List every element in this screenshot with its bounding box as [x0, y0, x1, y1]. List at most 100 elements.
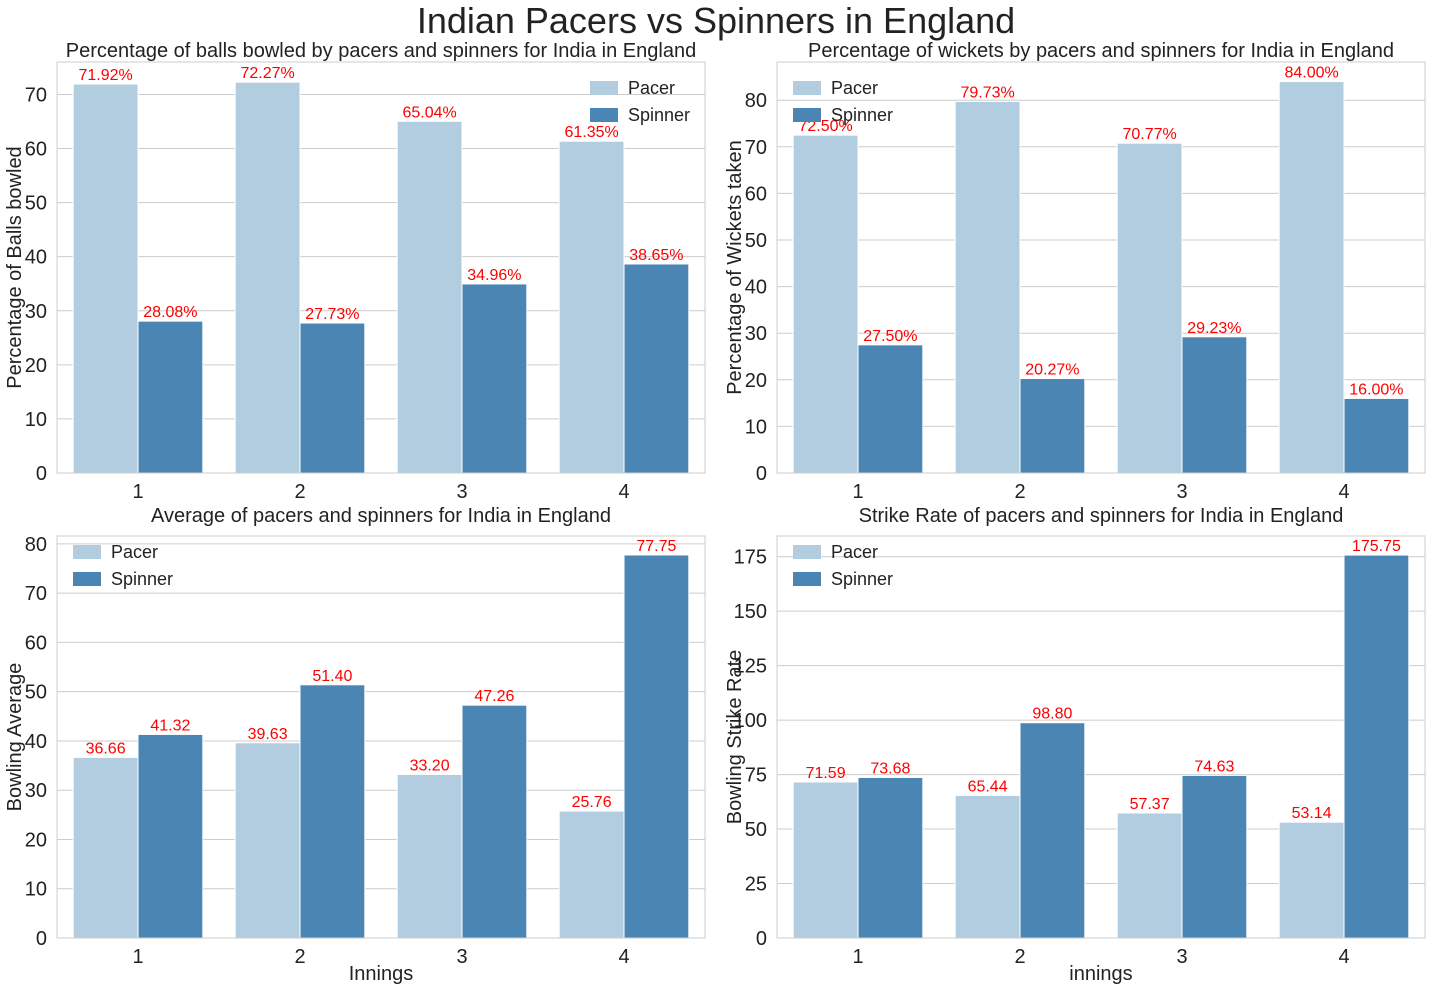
y-tick-label: 70: [745, 137, 767, 159]
bar-value-label: 84.00%: [1284, 65, 1338, 82]
bar-value-label: 27.50%: [863, 328, 917, 345]
bar-value-label: 77.75: [636, 538, 676, 555]
bar-value-label: 70.77%: [1122, 126, 1176, 143]
bar-pacer-4: [1278, 821, 1345, 939]
y-axis-label: Bowling Strike Rate: [724, 650, 746, 825]
y-tick-label: 80: [745, 90, 767, 112]
y-tick-label: 0: [756, 928, 767, 950]
bar-value-label: 61.35%: [564, 124, 618, 141]
chart-panel-1: 0 10 20 30 40 50 60 70 71.92% 72.27% 65.04% 61.35% 2…: [4, 40, 706, 503]
legend-label-spinner: Spinner: [111, 569, 173, 589]
legend-label-spinner: Spinner: [628, 105, 690, 125]
legend-label-spinner: Spinner: [831, 569, 893, 589]
bar-value-label: 98.80: [1032, 706, 1072, 723]
y-axis-label: Bowling Average: [4, 663, 26, 812]
legend: Pacer Spinner: [793, 542, 893, 589]
y-tick-label: 0: [36, 463, 47, 485]
x-tick-label: 1: [852, 481, 863, 503]
y-tick-label: 80: [25, 534, 47, 556]
bar-spinner-3: [461, 283, 528, 474]
legend-label-spinner: Spinner: [831, 105, 893, 125]
y-tick-label: 60: [25, 632, 47, 654]
bar-spinner-3: [1181, 774, 1248, 939]
bar-spinner-3: [1181, 336, 1248, 474]
y-tick-label: 40: [745, 277, 767, 299]
bar-pacer-2: [954, 100, 1021, 474]
bar-value-label: 79.73%: [960, 84, 1014, 101]
bar-pacer-2: [234, 81, 301, 474]
bar-spinner-4: [1343, 397, 1410, 474]
bar-pacer-3: [1116, 812, 1183, 939]
bar-value-label: 25.76: [572, 794, 612, 811]
legend: Pacer Spinner: [793, 78, 893, 125]
y-tick-label: 0: [36, 928, 47, 950]
legend-swatch-pacer: [793, 81, 821, 95]
bar-pacer-3: [396, 773, 463, 939]
legend: Pacer Spinner: [590, 78, 690, 125]
bar-pacer-3: [396, 120, 463, 474]
bar-value-label: 57.37: [1130, 796, 1170, 813]
bar-value-label: 51.40: [312, 668, 352, 685]
x-tick-label: 4: [618, 481, 629, 503]
bar-spinner-4: [623, 554, 690, 939]
bar-pacer-4: [558, 810, 625, 939]
y-tick-label: 20: [745, 370, 767, 392]
chart-title: Percentage of balls bowled by pacers and…: [66, 40, 696, 62]
x-tick-label: 2: [294, 946, 305, 968]
y-tick-label: 60: [25, 139, 47, 161]
bar-value-label: 28.08%: [143, 304, 197, 321]
axes-frame: [776, 535, 1426, 939]
y-tick-label: 10: [745, 416, 767, 438]
y-tick-label: 50: [25, 682, 47, 704]
bar-spinner-3: [461, 704, 528, 939]
x-tick-label: 2: [1014, 481, 1025, 503]
legend-swatch-spinner: [73, 572, 101, 586]
y-tick-label: 10: [25, 409, 47, 431]
bar-value-label: 65.44: [968, 778, 1008, 795]
y-tick-label: 40: [25, 731, 47, 753]
x-tick-label: 4: [1338, 946, 1349, 968]
bar-spinner-1: [857, 776, 924, 939]
bar-value-label: 71.59: [806, 765, 846, 782]
x-tick-label: 2: [1014, 946, 1025, 968]
chart-title: Strike Rate of pacers and spinners for I…: [859, 505, 1344, 527]
bar-pacer-2: [234, 742, 301, 939]
y-tick-label: 125: [734, 656, 767, 678]
legend-label-pacer: Pacer: [628, 78, 675, 98]
bar-value-label: 175.75: [1352, 538, 1401, 555]
y-tick-label: 20: [25, 355, 47, 377]
bar-value-label: 36.66: [86, 740, 126, 757]
chart-panel-2: 0 10 20 30 40 50 60 70 80 72.50% 79.73% 70.77% 84.00…: [724, 40, 1426, 503]
legend-swatch-pacer: [590, 81, 618, 95]
chart-title: Average of pacers and spinners for India…: [151, 505, 611, 527]
y-tick-label: 30: [25, 780, 47, 802]
x-axis-label: Innings: [349, 963, 414, 985]
x-tick-label: 1: [132, 946, 143, 968]
bar-spinner-1: [857, 344, 924, 474]
legend-swatch-spinner: [793, 108, 821, 122]
y-tick-label: 10: [25, 879, 47, 901]
y-tick-label: 0: [756, 463, 767, 485]
x-tick-label: 3: [1176, 481, 1187, 503]
legend-swatch-pacer: [793, 545, 821, 559]
bar-value-label: 16.00%: [1349, 381, 1403, 398]
bar-pacer-1: [72, 83, 139, 474]
y-tick-label: 50: [25, 193, 47, 215]
legend-swatch-pacer: [73, 545, 101, 559]
x-tick-label: 3: [456, 481, 467, 503]
bar-pacer-2: [954, 794, 1021, 939]
bar-pacer-3: [1116, 142, 1183, 474]
bar-value-label: 38.65%: [629, 247, 683, 264]
bar-value-label: 53.14: [1292, 805, 1332, 822]
y-tick-label: 30: [25, 301, 47, 323]
bar-pacer-4: [558, 140, 625, 474]
y-tick-label: 70: [25, 583, 47, 605]
chart-panel-3: 0 10 20 30 40 50 60 70 80 36.66 39.63 33.20 25.76 41.…: [4, 505, 706, 985]
x-tick-label: 4: [618, 946, 629, 968]
x-tick-label: 1: [852, 946, 863, 968]
bar-value-label: 20.27%: [1025, 362, 1079, 379]
bar-pacer-1: [792, 781, 859, 939]
legend-label-pacer: Pacer: [111, 542, 158, 562]
